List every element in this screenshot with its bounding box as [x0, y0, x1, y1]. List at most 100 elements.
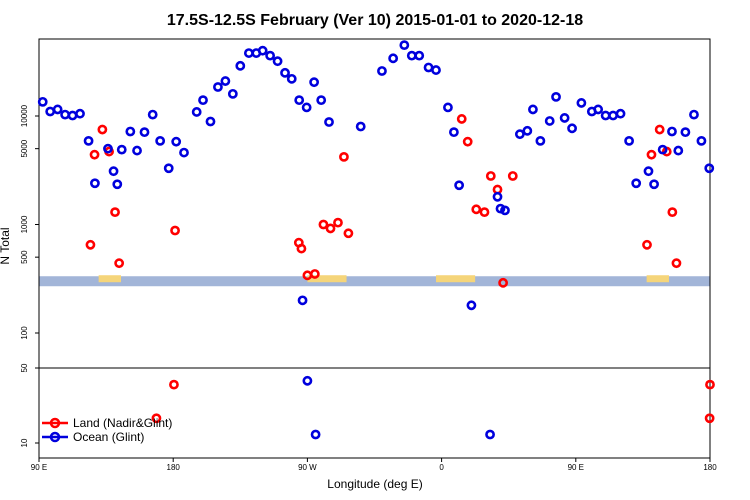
- land-point-2: [97, 124, 108, 135]
- ocean-point-42: [355, 121, 366, 132]
- ocean-point-80: [689, 109, 699, 120]
- land-point-32: [704, 413, 715, 424]
- y-tick-label-2: 100: [20, 326, 29, 340]
- ocean-point-43: [377, 66, 387, 76]
- ocean-point-33: [286, 73, 297, 84]
- ocean-point-65: [567, 123, 577, 134]
- land-point-25: [507, 171, 518, 181]
- land-point-18: [456, 114, 467, 124]
- x-tick-label-2: 90 W: [298, 463, 317, 472]
- ocean-point-66: [576, 98, 587, 108]
- y-axis-label: N Total: [0, 227, 12, 264]
- ocean-point-40: [302, 375, 313, 386]
- ocean-point-26: [235, 60, 246, 71]
- ocean-point-45: [399, 40, 410, 51]
- land-point-1: [89, 149, 100, 160]
- ocean-point-48: [423, 62, 434, 73]
- land-point-0: [85, 239, 96, 250]
- x-tick-label-5: 180: [703, 463, 717, 472]
- ocean-point-49: [431, 65, 441, 75]
- land-point-17: [343, 228, 354, 239]
- ocean-point-27: [243, 48, 254, 58]
- ocean-point-74: [643, 166, 654, 177]
- land-band-4: [646, 275, 669, 283]
- land-ocean-band: [39, 275, 710, 287]
- x-axis: 90 E 180 90 W 0 90 E 180: [31, 458, 717, 472]
- x-tick-label-1: 180: [167, 463, 181, 472]
- plot-frame: [38, 38, 711, 459]
- ocean-point-15: [147, 109, 158, 120]
- ocean-point-29: [257, 45, 268, 56]
- ocean-point-64: [559, 113, 570, 123]
- y-tick-label-4: 1000: [20, 215, 29, 233]
- ocean-point-59: [522, 125, 533, 136]
- ocean-point-82: [704, 163, 715, 174]
- legend-ocean-marker: [49, 431, 61, 443]
- ocean-point-25: [227, 88, 238, 99]
- ocean-point-68: [593, 104, 604, 115]
- ocean-point-41: [310, 429, 321, 440]
- land-point-12: [309, 269, 320, 279]
- land-point-31: [671, 258, 682, 269]
- ocean-point-23: [213, 82, 223, 92]
- ocean-point-54: [485, 429, 495, 440]
- ocean-point-62: [544, 116, 555, 126]
- ocean-point-39: [297, 295, 308, 306]
- land-point-15: [333, 217, 343, 228]
- ocean-point-71: [615, 108, 626, 119]
- land-point-26: [642, 239, 652, 250]
- land-point-14: [325, 223, 336, 234]
- land-point-19: [462, 136, 473, 147]
- ocean-point-78: [673, 145, 684, 156]
- legend: Land (Nadir&Glint) Ocean (Glint): [42, 416, 172, 444]
- ocean-point-10: [112, 179, 123, 190]
- ocean-point-9: [108, 166, 119, 177]
- ocean-point-52: [454, 180, 465, 191]
- ocean-point-50: [443, 102, 453, 113]
- land-point-13: [318, 219, 329, 230]
- ocean-point-31: [272, 56, 283, 67]
- land-band-2: [307, 275, 347, 283]
- ocean-point-20: [191, 107, 202, 117]
- ocean-point-19: [179, 147, 189, 158]
- ocean-point-55: [492, 191, 503, 202]
- ocean-point-14: [139, 127, 150, 138]
- ocean-point-58: [514, 129, 525, 140]
- ocean-point-17: [163, 163, 174, 174]
- y-tick-label-1: 50: [20, 363, 29, 372]
- land-point-8: [170, 225, 180, 236]
- land-band-1: [98, 275, 122, 283]
- ocean-point-46: [406, 50, 417, 61]
- land-point-24: [498, 277, 509, 288]
- land-point-10: [296, 243, 307, 254]
- ocean-point-75: [649, 179, 659, 190]
- y-tick-label-6: 10000: [20, 104, 29, 127]
- land-point-27: [646, 149, 657, 160]
- ocean-point-7: [90, 178, 100, 189]
- ocean-point-38: [324, 117, 334, 127]
- x-axis-label: Longitude (deg E): [327, 477, 422, 491]
- ocean-point-72: [624, 135, 635, 146]
- ocean-point-63: [551, 91, 561, 102]
- ocean-point-24: [220, 76, 231, 86]
- ocean-point-13: [132, 145, 142, 156]
- ocean-point-79: [680, 127, 691, 138]
- ocean-point-47: [414, 50, 425, 61]
- ocean-point-37: [316, 95, 327, 106]
- ocean-point-44: [388, 53, 399, 64]
- ocean-point-18: [171, 136, 182, 147]
- ocean-point-81: [696, 135, 707, 146]
- x-tick-label-3: 0: [439, 463, 444, 472]
- ocean-point-34: [294, 95, 305, 106]
- ocean-point-69: [600, 110, 611, 121]
- ocean-point-61: [535, 135, 546, 146]
- legend-land-marker: [49, 417, 61, 429]
- land-point-30: [667, 207, 678, 218]
- ocean-point-8: [103, 143, 113, 154]
- legend-ocean-label: Ocean (Glint): [73, 430, 144, 444]
- ocean-point-6: [83, 135, 94, 146]
- land-point-20: [471, 204, 482, 215]
- land-point-16: [339, 151, 349, 162]
- x-tick-label-4: 90 E: [568, 463, 584, 472]
